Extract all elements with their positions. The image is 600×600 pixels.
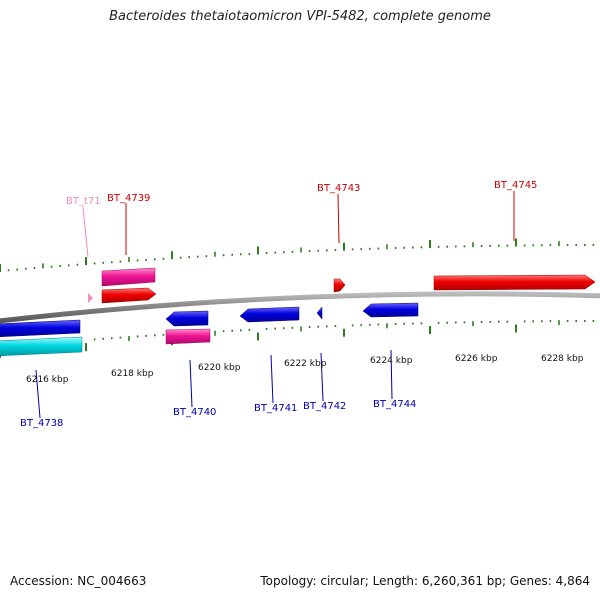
gene-bt-4744-arrow[interactable]	[362, 302, 419, 318]
gene-bt-4741-arrow[interactable]	[239, 306, 300, 323]
scale-labels: 6216 kbp 6218 kbp 6220 kbp 6222 kbp 6224…	[26, 354, 584, 385]
gene-bt-4745-arrow[interactable]	[433, 274, 596, 291]
gene-label-bt-4744: BT_4744	[373, 399, 416, 410]
gene-label-bt-4739: BT_4739	[107, 193, 150, 204]
gene-label-bt-4738: BT_4738	[20, 418, 63, 429]
scale-label: 6226 kbp	[455, 354, 498, 364]
scale-label: 6222 kbp	[284, 359, 327, 369]
scale-label: 6220 kbp	[198, 363, 241, 373]
gene-bt-4738-arrow[interactable]	[0, 319, 81, 338]
gene-label-bt-4743: BT_4743	[317, 183, 360, 194]
gene-labels: BT_t71 BT_4739 BT_4743 BT_4745 BT_4738 B…	[20, 180, 537, 429]
genome-summary-text: Topology: circular; Length: 6,260,361 bp…	[260, 574, 590, 588]
scale-label: 6224 kbp	[370, 356, 413, 366]
accession-text: Accession: NC_004663	[10, 574, 147, 588]
gene-bt-4742-arrow[interactable]	[316, 306, 323, 320]
gene-label-bt-t71: BT_t71	[66, 196, 101, 207]
chromosome-backbone	[0, 291, 600, 324]
scale-label: 6228 kbp	[541, 354, 584, 364]
gene-leader-lines	[35, 191, 515, 419]
gene-label-bt-4742: BT_4742	[303, 401, 346, 412]
gene-label-bt-4740: BT_4740	[173, 407, 216, 418]
gene-bt-t71-arrow[interactable]	[88, 293, 93, 303]
forward-scale-ticks	[0, 238, 595, 272]
gene-bt-4740-arrow[interactable]	[165, 310, 209, 327]
gene-bt-4743-arrow[interactable]	[333, 278, 346, 293]
map-title: Bacteroides thetaiotaomicron VPI-5482, c…	[109, 9, 491, 24]
cyan-feature-block[interactable]	[0, 336, 83, 357]
reverse-scale-ticks	[0, 320, 595, 358]
scale-label: 6216 kbp	[26, 375, 69, 385]
scale-label: 6218 kbp	[111, 369, 154, 379]
gene-label-bt-4741: BT_4741	[254, 403, 297, 414]
gene-bt-4740-rna-block[interactable]	[165, 328, 211, 345]
gene-bt-4739-rna-block[interactable]	[101, 267, 156, 287]
gene-bt-4739-arrow[interactable]	[101, 287, 157, 304]
gene-label-bt-4745: BT_4745	[494, 180, 537, 191]
